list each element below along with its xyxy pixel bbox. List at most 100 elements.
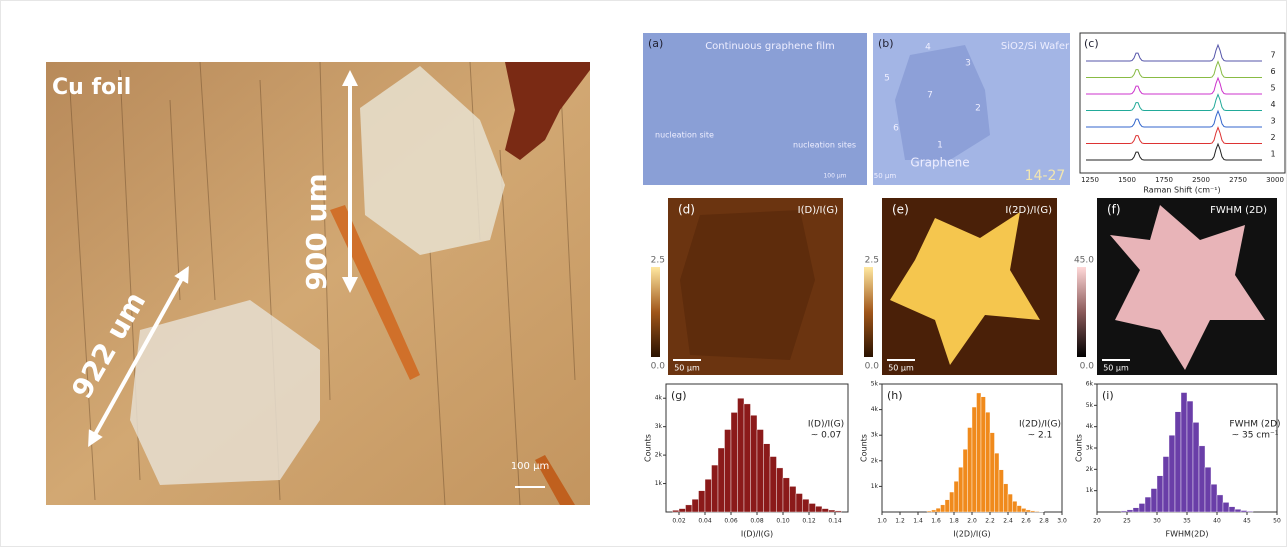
line-label: 3 — [1270, 117, 1275, 126]
x-tick-label: 1500 — [1118, 176, 1136, 184]
colorbar-max: 2.5 — [651, 256, 665, 266]
x-tick-label: 25 — [1123, 518, 1131, 525]
x-tick-label: 50 — [1273, 518, 1281, 525]
annotation: nucleation sites — [793, 141, 856, 150]
x-tick-label: 0.08 — [750, 518, 764, 525]
bar — [770, 457, 777, 512]
bar — [751, 415, 758, 512]
bar — [990, 433, 995, 512]
bar — [1139, 503, 1145, 512]
x-tick-label: 2.6 — [1021, 518, 1031, 525]
bar — [1181, 393, 1187, 512]
bar — [757, 430, 764, 512]
colorbar — [651, 267, 660, 357]
bar — [1217, 495, 1223, 512]
bar — [1229, 507, 1235, 512]
point-label: 5 — [884, 74, 890, 84]
x-tick-label: 2.2 — [985, 518, 995, 525]
line-label: 4 — [1270, 100, 1275, 109]
bar — [936, 508, 941, 512]
bar — [995, 453, 1000, 512]
x-tick-label: 2.4 — [1003, 518, 1013, 525]
sample-id: 14-27 — [1025, 168, 1066, 184]
bar — [790, 486, 797, 512]
bar — [954, 481, 959, 512]
y-tick-label: 4k — [1086, 423, 1094, 430]
panel-title: I(2D)/I(G) — [1005, 205, 1052, 216]
bar — [1199, 446, 1205, 512]
x-tick-label: 20 — [1093, 518, 1101, 525]
x-tick-label: 1250 — [1081, 176, 1099, 184]
colorbar-max: 45.0 — [1074, 256, 1094, 266]
bar — [679, 509, 686, 512]
colorbar-min: 0.0 — [651, 362, 666, 372]
bar — [932, 510, 937, 512]
x-tick-label: 1.2 — [895, 518, 905, 525]
y-tick-label: 2k — [871, 457, 879, 464]
scale-label: 50 µm — [674, 364, 700, 373]
bar — [1235, 509, 1241, 512]
bar — [945, 500, 950, 512]
bar — [1169, 435, 1175, 512]
bar — [927, 511, 932, 512]
plot-frame — [1080, 33, 1285, 173]
y-tick-label: 1k — [655, 480, 663, 487]
flake-label: Graphene — [910, 156, 969, 170]
bar — [1151, 489, 1157, 512]
point-label: 2 — [975, 104, 981, 114]
y-tick-label: 6k — [1086, 381, 1094, 388]
bar — [809, 503, 816, 512]
bar — [673, 510, 680, 512]
bar — [1133, 508, 1139, 512]
x-tick-label: 1.0 — [877, 518, 887, 525]
bar — [692, 499, 699, 512]
bar — [1035, 511, 1040, 512]
colorbar-max: 2.5 — [865, 256, 879, 266]
x-axis-label: FWHM(2D) — [1166, 530, 1209, 539]
x-tick-label: 2750 — [1229, 176, 1247, 184]
bar — [731, 412, 738, 512]
x-tick-label: 0.04 — [698, 518, 712, 525]
line-label: 1 — [1270, 150, 1275, 159]
figure: Cu foil 900 um 922 um 100 µm (a) Continu… — [0, 0, 1287, 547]
point-label: 4 — [925, 43, 931, 53]
y-axis-label: Counts — [1075, 434, 1084, 462]
bar — [963, 449, 968, 512]
panel-letter: (e) — [892, 203, 909, 217]
bar — [1031, 511, 1036, 512]
bar — [1247, 511, 1253, 512]
bar — [1211, 484, 1217, 512]
bar — [986, 412, 991, 512]
panel-title: I(D)/I(G) — [798, 205, 838, 216]
x-tick-label: 0.10 — [776, 518, 790, 525]
x-tick-label: 35 — [1183, 518, 1191, 525]
bar — [1008, 494, 1013, 512]
colorbar-min: 0.0 — [1080, 362, 1095, 372]
x-tick-label: 1.6 — [931, 518, 941, 525]
bar — [1022, 508, 1027, 512]
bar — [738, 398, 745, 512]
bar — [783, 478, 790, 512]
x-tick-label: 1.4 — [913, 518, 923, 525]
bar — [1187, 401, 1193, 512]
x-axis-label: Raman Shift (cm⁻¹) — [1143, 186, 1220, 195]
annotation: I(D)/I(G) — [808, 420, 844, 430]
panel-title: FWHM (2D) — [1210, 205, 1267, 216]
bar — [816, 506, 823, 512]
bar — [968, 428, 973, 512]
bar — [705, 479, 712, 512]
x-tick-label: 2500 — [1192, 176, 1210, 184]
bar — [972, 407, 977, 512]
y-tick-label: 4k — [655, 395, 663, 402]
micrograph — [643, 33, 867, 185]
bar — [1223, 502, 1229, 512]
bar — [829, 510, 836, 512]
x-tick-label: 30 — [1153, 518, 1161, 525]
annotation: I(2D)/I(G) — [1019, 420, 1061, 430]
y-tick-label: 3k — [871, 432, 879, 439]
scale-label: 50 µm — [874, 172, 897, 180]
panel-letter: (d) — [678, 203, 695, 217]
y-tick-label: 3k — [655, 423, 663, 430]
y-tick-label: 3k — [1086, 445, 1094, 452]
bar — [1241, 511, 1247, 512]
